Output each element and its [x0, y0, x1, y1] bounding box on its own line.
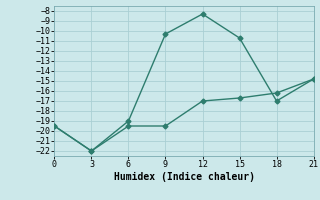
- X-axis label: Humidex (Indice chaleur): Humidex (Indice chaleur): [114, 172, 254, 182]
